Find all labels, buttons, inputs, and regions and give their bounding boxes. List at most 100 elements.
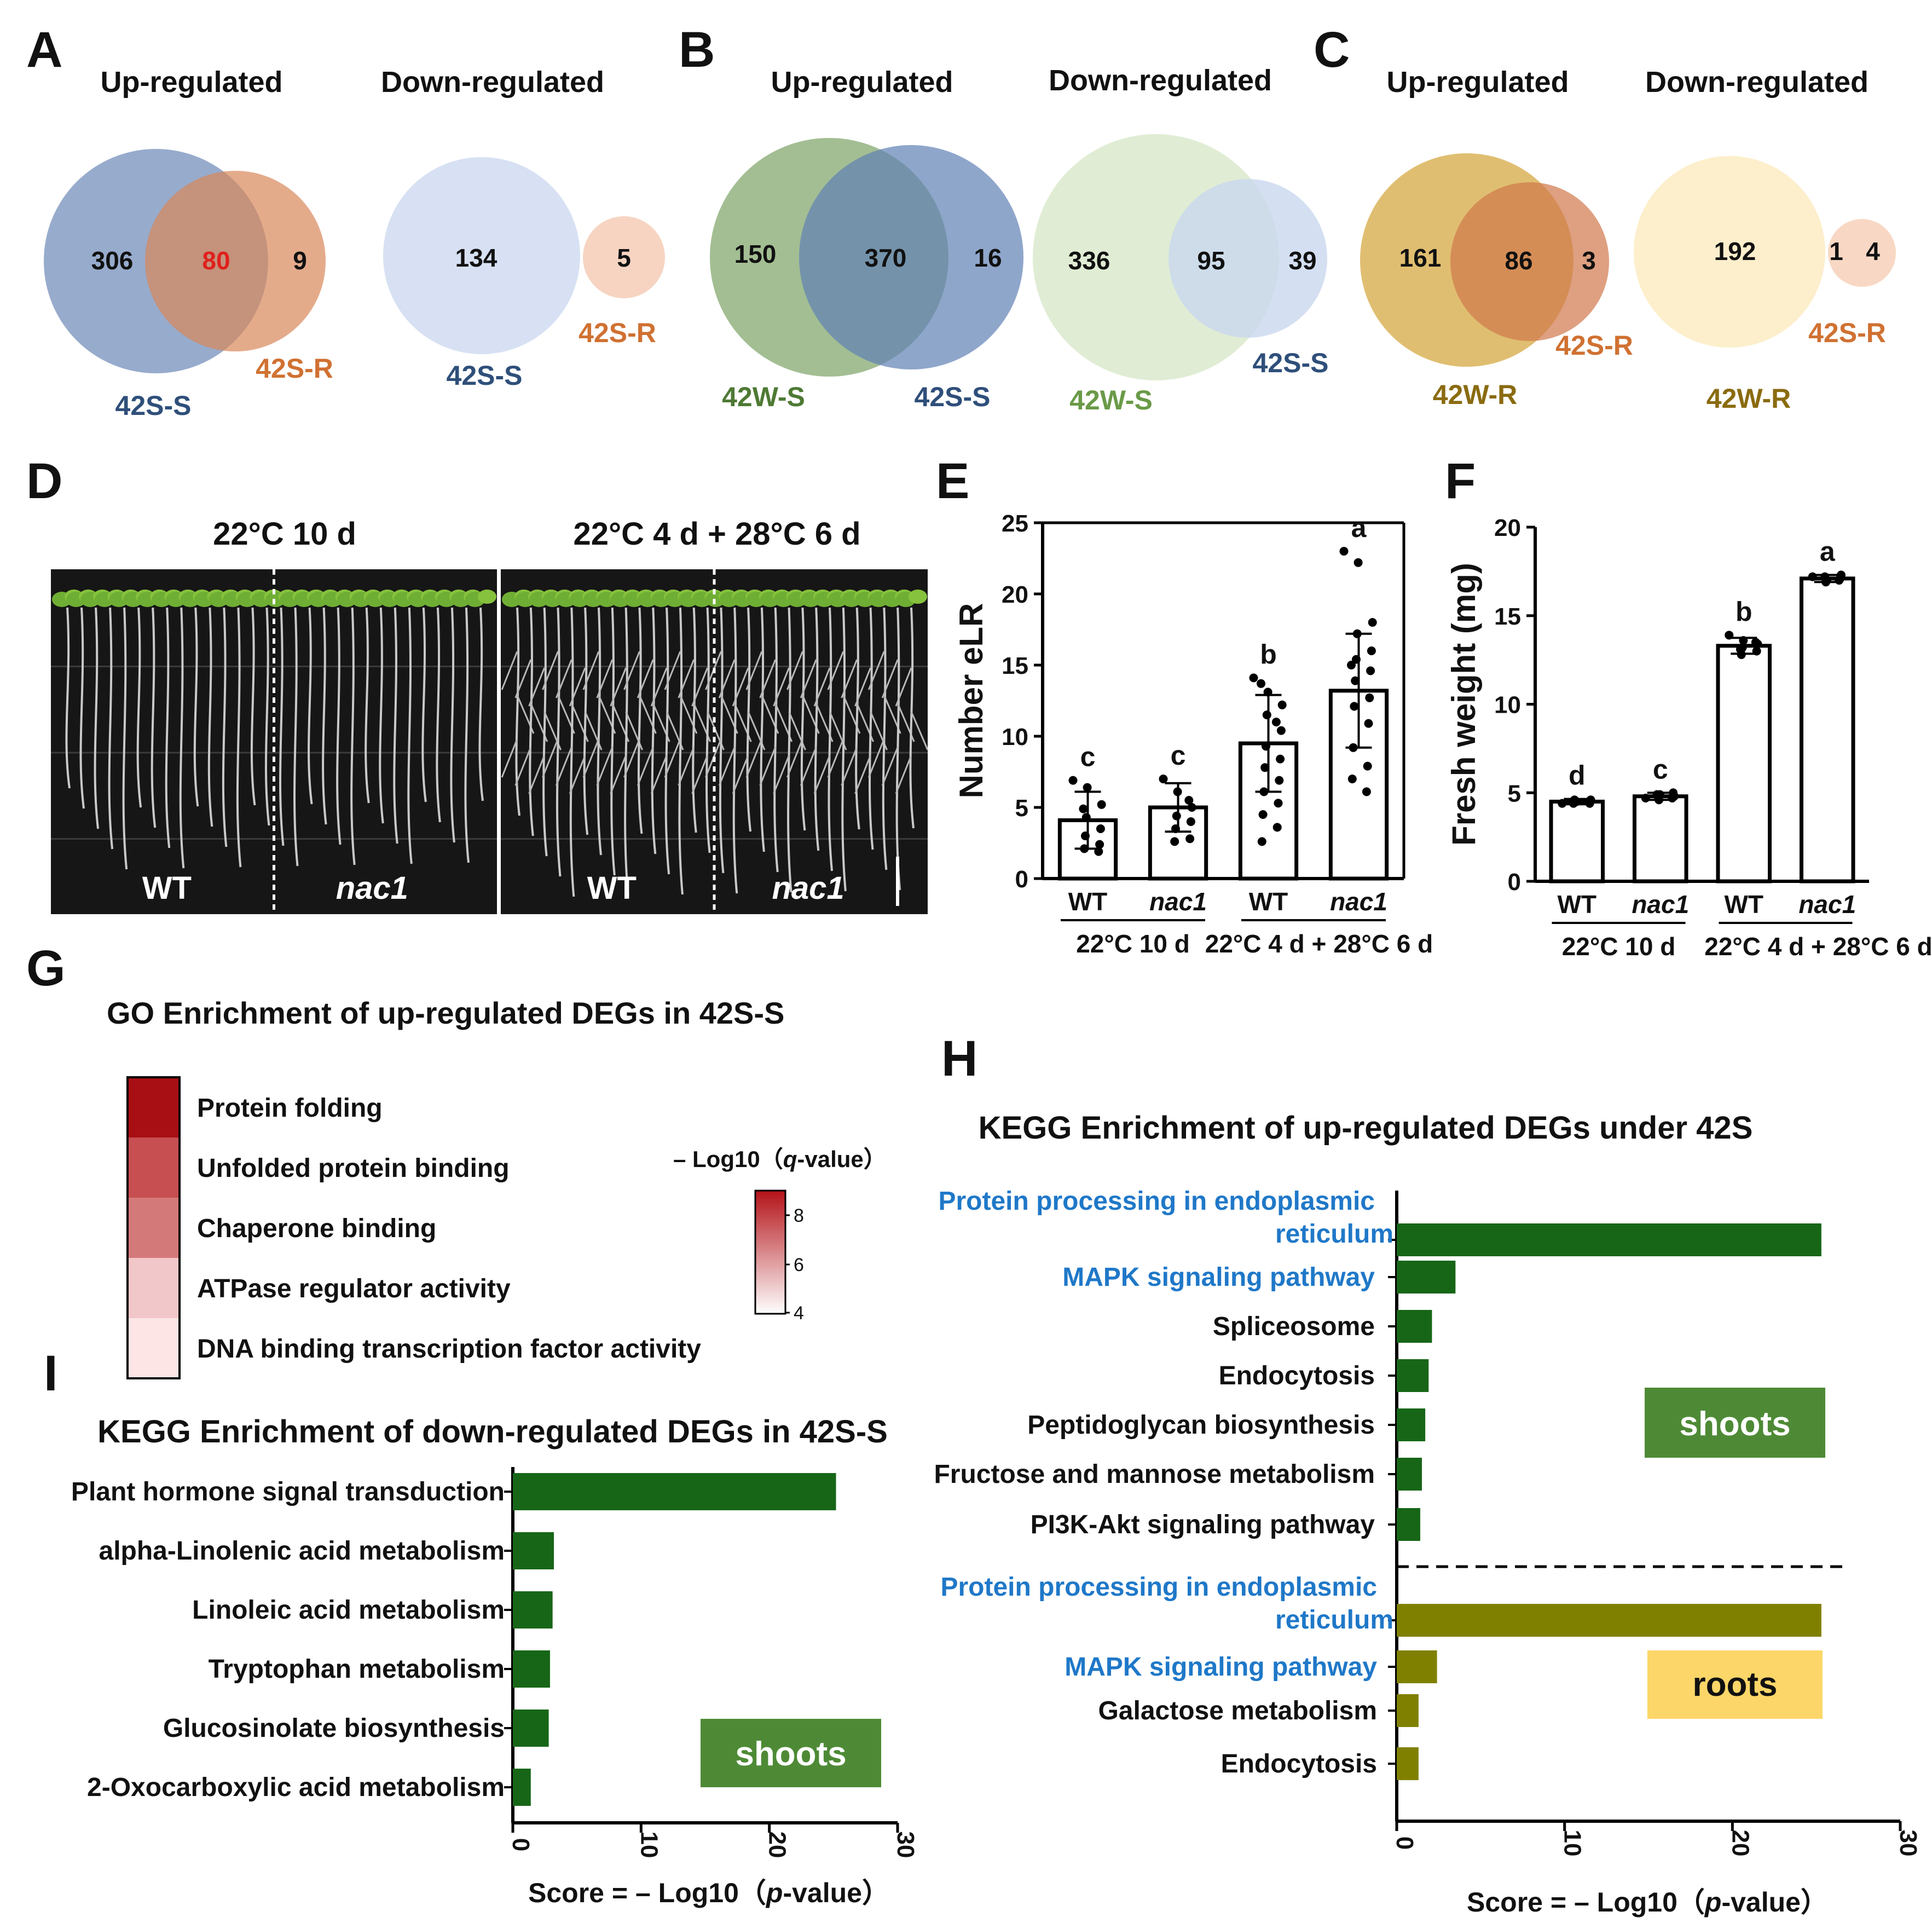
y-tick-label: 20 <box>1494 515 1521 541</box>
venn-title: Down-regulated <box>381 66 604 99</box>
bar <box>1397 1458 1422 1491</box>
data-point <box>1080 844 1089 853</box>
lateral-root-line <box>678 659 695 698</box>
legend-title-part: q <box>783 1146 797 1172</box>
lateral-root-line <box>773 755 790 794</box>
root-line <box>165 607 171 848</box>
venn-set-label: 42W-R <box>1433 379 1518 410</box>
venn-diagram: 336 95 39 42W-S 42S-S <box>1033 134 1328 415</box>
venn-circle-left <box>383 157 580 354</box>
root-line <box>909 607 915 829</box>
panel-letter: H <box>941 1031 977 1087</box>
bar <box>1397 1508 1420 1541</box>
y-tick-label: 15 <box>1002 652 1028 679</box>
lateral-root-line <box>555 659 572 698</box>
y-tick-label: 5 <box>1015 795 1028 822</box>
data-point <box>1171 824 1180 833</box>
lateral-root-line <box>745 651 763 690</box>
data-point <box>1752 646 1761 656</box>
venn-count: 306 <box>91 246 134 275</box>
lateral-root-line <box>637 659 654 698</box>
venn-diagram: 161 86 3 42W-R 42S-R <box>1360 153 1633 410</box>
bar <box>513 1473 836 1510</box>
lateral-root-line <box>854 667 871 707</box>
legend-title: – Log10（q-value） <box>673 1146 887 1172</box>
pathway-label: Fructose and mannose metabolism <box>934 1460 1375 1489</box>
lateral-root-line <box>800 747 817 786</box>
root-line <box>556 607 562 877</box>
data-point <box>1272 823 1282 832</box>
panel-letter: I <box>44 1345 58 1401</box>
data-point <box>1808 572 1817 581</box>
venn-count: 80 <box>202 246 230 275</box>
root-line <box>583 607 589 835</box>
x-tick-label: nac1 <box>1149 887 1207 916</box>
venn-circle-right <box>1828 219 1896 287</box>
lateral-root-line <box>664 651 681 690</box>
root-line <box>336 607 342 845</box>
data-point <box>1668 793 1677 802</box>
x-axis-label: Score = – Log10（p-value） <box>1467 1887 1828 1918</box>
data-point <box>1820 572 1830 581</box>
pathway-label: 2-Oxocarboxylic acid metabolism <box>87 1773 505 1802</box>
lateral-root-line <box>827 738 844 778</box>
lateral-root-line <box>732 755 749 794</box>
root-line <box>350 607 356 865</box>
venn-count: 150 <box>734 240 777 268</box>
lateral-root-line <box>867 651 885 690</box>
data-point <box>1362 787 1371 796</box>
lateral-root-line <box>528 667 546 707</box>
data-point <box>1068 776 1078 785</box>
pathway-label: Endocytosis <box>1221 1749 1377 1778</box>
y-tick-label: 0 <box>1015 866 1028 893</box>
venn-count: 192 <box>1714 237 1756 265</box>
root-line <box>65 607 71 789</box>
seedling-photo: WT nac1 <box>51 569 497 914</box>
lateral-root-line <box>841 747 858 786</box>
root-line <box>569 607 575 897</box>
data-point <box>1262 711 1271 719</box>
lateral-root-line <box>678 747 695 786</box>
panel-b: Up-regulated Down-regulated 150 370 16 42W-S 4… <box>710 64 1328 415</box>
significance-letter: a <box>1820 536 1836 567</box>
significance-letter: c <box>1171 740 1186 771</box>
color-scale-label: 8 <box>794 1205 804 1226</box>
data-point <box>1173 787 1182 796</box>
x-tick-label: 30 <box>892 1832 919 1858</box>
root-line <box>705 607 711 853</box>
data-point <box>1259 787 1269 796</box>
lateral-root-line <box>745 738 763 778</box>
lateral-root-line <box>759 747 777 786</box>
root-line <box>529 607 534 836</box>
root-line <box>800 607 806 831</box>
venn-count: 134 <box>455 244 498 272</box>
root-line <box>365 607 370 804</box>
bar <box>1716 644 1772 883</box>
root-line <box>421 607 427 802</box>
photo-title: 22°C 4 d + 28°C 6 d <box>573 516 860 552</box>
significance-letter: c <box>1653 754 1668 784</box>
lateral-root-line <box>610 667 627 707</box>
data-point <box>1274 799 1283 808</box>
data-point <box>1347 775 1357 783</box>
x-axis-label-part: Score = – Log10（ <box>528 1878 766 1908</box>
lateral-root-line <box>569 755 586 794</box>
lateral-root-line <box>813 755 831 794</box>
venn-set-label: 42S-S <box>447 360 523 391</box>
x-tick-label: WT <box>1557 890 1596 919</box>
data-point <box>1349 743 1358 752</box>
color-scale-bar <box>754 1189 786 1315</box>
shoots-box <box>701 1719 881 1787</box>
data-point <box>1366 666 1375 675</box>
pathway-label: Protein processing in endoplasmic <box>938 1187 1375 1216</box>
root-line <box>393 607 398 844</box>
lateral-root-line <box>596 659 614 698</box>
venn-count: 336 <box>1068 246 1110 275</box>
go-term-label: Chaperone binding <box>197 1214 436 1243</box>
bar <box>1397 1694 1419 1727</box>
root-line <box>814 607 820 851</box>
data-point <box>1249 673 1258 683</box>
data-point <box>1275 776 1284 785</box>
data-point <box>1081 813 1091 822</box>
